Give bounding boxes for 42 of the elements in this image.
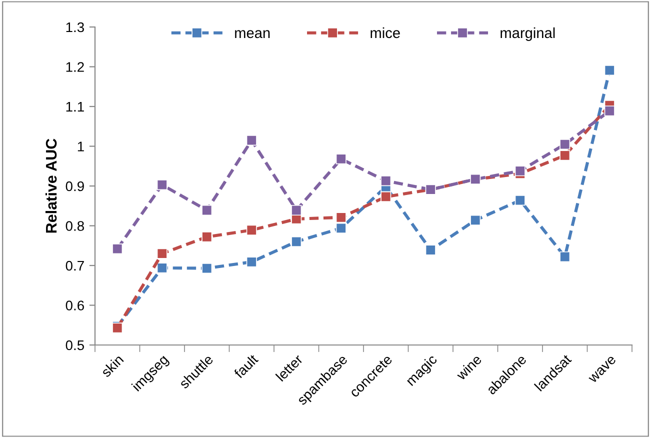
point <box>514 195 526 206</box>
point <box>112 244 123 254</box>
point <box>425 244 436 256</box>
point <box>156 262 168 274</box>
legend-label: marginal <box>500 27 555 41</box>
point <box>604 106 615 116</box>
y-tick-label: 1.1 <box>66 102 84 112</box>
point <box>202 232 212 242</box>
legend-label: mice <box>370 27 400 38</box>
point <box>156 180 168 190</box>
point <box>560 138 570 150</box>
point <box>380 191 392 202</box>
point <box>336 222 346 234</box>
x-tick-label: fault <box>233 353 259 379</box>
y-axis-title: Relative AUC <box>45 138 57 233</box>
y-tick-label: 0.6 <box>66 300 84 310</box>
point <box>156 248 168 259</box>
point <box>246 135 257 146</box>
point <box>470 214 481 226</box>
point <box>291 236 302 247</box>
point <box>246 224 257 236</box>
y-tick-label: 0.8 <box>66 221 84 231</box>
point <box>202 204 212 216</box>
x-tick-label: skin <box>100 354 124 378</box>
y-tick-label: 0.9 <box>66 181 84 192</box>
x-tick-label: wine <box>455 354 482 381</box>
point <box>604 65 615 76</box>
point <box>514 166 526 176</box>
point <box>202 263 212 274</box>
y-tick-label: 1 <box>78 142 84 152</box>
point <box>336 154 346 164</box>
y-tick-label: 1.3 <box>66 22 84 32</box>
point <box>380 176 392 186</box>
y-tick-label: 0.7 <box>66 260 84 271</box>
y-tick-label: 0.5 <box>66 340 84 350</box>
point <box>560 150 570 161</box>
legend-label: mean <box>235 30 270 38</box>
point <box>291 204 302 216</box>
point <box>246 256 257 268</box>
y-tick-label: 1.2 <box>66 62 84 72</box>
point <box>336 212 346 223</box>
point <box>560 251 570 262</box>
